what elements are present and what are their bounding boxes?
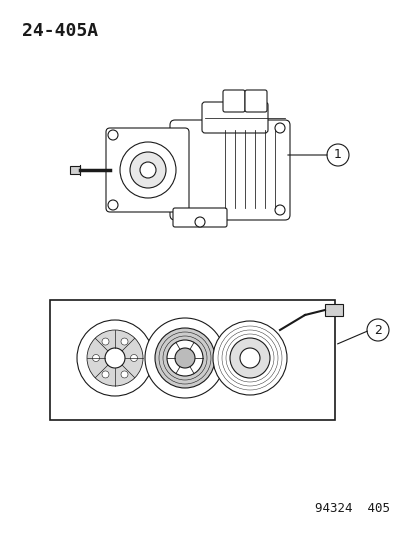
Circle shape xyxy=(145,318,224,398)
Circle shape xyxy=(274,123,284,133)
FancyBboxPatch shape xyxy=(106,128,189,212)
Circle shape xyxy=(175,348,195,368)
Circle shape xyxy=(105,348,125,368)
Circle shape xyxy=(108,130,118,140)
Circle shape xyxy=(120,142,176,198)
Circle shape xyxy=(240,348,259,368)
Circle shape xyxy=(87,330,142,386)
Circle shape xyxy=(130,152,166,188)
Text: 24-405A: 24-405A xyxy=(22,22,98,40)
Circle shape xyxy=(274,205,284,215)
Circle shape xyxy=(108,200,118,210)
Circle shape xyxy=(230,338,269,378)
Circle shape xyxy=(130,354,137,361)
Bar xyxy=(50,300,334,420)
FancyBboxPatch shape xyxy=(170,120,289,220)
Text: 94324  405: 94324 405 xyxy=(314,502,389,515)
Circle shape xyxy=(212,321,286,395)
Circle shape xyxy=(195,217,204,227)
Text: 1: 1 xyxy=(333,149,341,161)
Circle shape xyxy=(366,319,388,341)
Circle shape xyxy=(102,371,109,378)
Circle shape xyxy=(121,371,128,378)
Bar xyxy=(324,304,342,316)
Circle shape xyxy=(92,354,99,361)
Circle shape xyxy=(166,340,202,376)
Circle shape xyxy=(154,328,214,388)
Text: 2: 2 xyxy=(373,324,381,336)
FancyBboxPatch shape xyxy=(202,102,267,133)
Circle shape xyxy=(140,162,156,178)
FancyBboxPatch shape xyxy=(173,208,226,227)
Circle shape xyxy=(121,338,128,345)
Circle shape xyxy=(77,320,153,396)
FancyBboxPatch shape xyxy=(244,90,266,112)
Circle shape xyxy=(326,144,348,166)
FancyBboxPatch shape xyxy=(223,90,244,112)
Bar xyxy=(70,166,80,174)
Circle shape xyxy=(102,338,109,345)
